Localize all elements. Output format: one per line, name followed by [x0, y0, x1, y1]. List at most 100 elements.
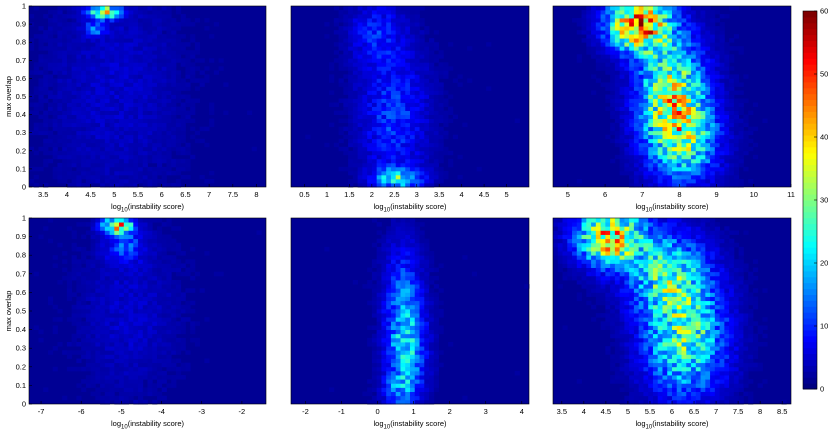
- heatmap-cell: [171, 313, 177, 318]
- heatmap-cell: [71, 242, 77, 248]
- heatmap-cell: [119, 34, 125, 39]
- heatmap-cell: [85, 182, 92, 188]
- heatmap-cell: [81, 150, 87, 156]
- heatmap-cell: [362, 30, 368, 35]
- heatmap-cell: [171, 22, 177, 27]
- heatmap-cell: [376, 170, 382, 176]
- heatmap-cell: [343, 110, 349, 115]
- y-tick-label: 0: [22, 400, 26, 409]
- heatmap-cell: [166, 354, 172, 359]
- heatmap-cell: [705, 178, 711, 184]
- heatmap-cell: [175, 271, 182, 277]
- heatmap-cell: [381, 178, 387, 184]
- heatmap-cell: [47, 138, 54, 144]
- heatmap-cell: [386, 387, 392, 392]
- heatmap-cell: [410, 22, 416, 27]
- heatmap-cell: [648, 34, 654, 39]
- heatmap-cell: [429, 126, 435, 132]
- heatmap-cell: [729, 130, 735, 136]
- heatmap-cell: [81, 313, 87, 318]
- heatmap-cell: [386, 242, 392, 248]
- heatmap-cell: [119, 102, 125, 107]
- heatmap-cell: [652, 14, 659, 19]
- heatmap-cell: [733, 102, 740, 107]
- heatmap-cell: [152, 325, 158, 330]
- heatmap-cell: [695, 110, 701, 115]
- heatmap-cell: [724, 58, 730, 63]
- heatmap-cell: [194, 337, 201, 343]
- heatmap-cell: [400, 18, 406, 23]
- heatmap-cell: [142, 178, 148, 184]
- heatmap-cell: [76, 166, 82, 172]
- heatmap-cell: [691, 70, 697, 75]
- heatmap-cell: [367, 46, 373, 51]
- heatmap-cell: [142, 280, 148, 285]
- heatmap-cell: [643, 78, 649, 83]
- heatmap-cell: [676, 162, 682, 168]
- heatmap-cell: [414, 94, 420, 99]
- heatmap-cell: [410, 178, 416, 184]
- heatmap-cell: [381, 391, 387, 397]
- heatmap-cell: [638, 78, 644, 83]
- heatmap-cell: [748, 138, 754, 144]
- heatmap-cell: [133, 30, 139, 35]
- heatmap-cell: [405, 94, 411, 99]
- heatmap-cell: [147, 379, 153, 384]
- heatmap-cell: [438, 150, 444, 156]
- heatmap-cell: [95, 288, 101, 293]
- heatmap-cell: [128, 134, 134, 140]
- heatmap-cell: [367, 134, 373, 140]
- heatmap-cell: [81, 138, 87, 144]
- heatmap-cell: [180, 150, 186, 156]
- heatmap-cell: [643, 182, 649, 188]
- heatmap-cell: [705, 94, 711, 99]
- heatmap-cell: [352, 102, 359, 107]
- heatmap-cell: [710, 110, 716, 115]
- heatmap-cell: [710, 182, 716, 188]
- heatmap-cell: [138, 366, 144, 372]
- x-tick-label: 7.5: [228, 190, 238, 199]
- heatmap-cell: [156, 329, 163, 335]
- heatmap-cell: [381, 280, 387, 285]
- heatmap-cell: [638, 18, 644, 23]
- heatmap-cell: [390, 86, 397, 91]
- heatmap-cell: [367, 267, 373, 273]
- heatmap-cell: [119, 350, 125, 355]
- heatmap-cell: [47, 142, 54, 148]
- heatmap-cell: [138, 106, 144, 111]
- heatmap-cell: [681, 142, 687, 148]
- heatmap-cell: [652, 78, 659, 83]
- heatmap-cell: [123, 46, 129, 51]
- heatmap-cell: [85, 106, 92, 111]
- heatmap-cell: [390, 350, 397, 355]
- heatmap-cell: [705, 50, 711, 55]
- heatmap-cell: [376, 375, 382, 380]
- heatmap-cell: [119, 275, 125, 281]
- y-tick-label: 0.9: [16, 20, 26, 29]
- heatmap-cell: [62, 110, 68, 115]
- heatmap-cell: [161, 284, 167, 289]
- heatmap-cell: [43, 110, 49, 115]
- heatmap-cell: [633, 50, 640, 55]
- heatmap-cell: [142, 62, 148, 67]
- heatmap-cell: [190, 110, 196, 115]
- heatmap-cell: [57, 342, 63, 347]
- heatmap-cell: [133, 284, 139, 289]
- heatmap-cell: [371, 337, 378, 343]
- heatmap-cell: [695, 78, 701, 83]
- heatmap-cell: [119, 333, 125, 339]
- heatmap-cell: [76, 182, 82, 188]
- heatmap-cell: [66, 14, 73, 19]
- heatmap-cell: [433, 138, 439, 144]
- heatmap-cell: [175, 42, 182, 47]
- heatmap-cell: [128, 313, 134, 318]
- heatmap-cell: [147, 50, 153, 55]
- heatmap-cell: [142, 58, 148, 63]
- heatmap-cell: [209, 110, 215, 115]
- heatmap-cell: [142, 284, 148, 289]
- heatmap-cell: [705, 10, 711, 15]
- heatmap-cell: [367, 74, 373, 79]
- heatmap-cell: [152, 106, 158, 111]
- heatmap-cell: [357, 166, 363, 172]
- heatmap-cell: [705, 86, 711, 91]
